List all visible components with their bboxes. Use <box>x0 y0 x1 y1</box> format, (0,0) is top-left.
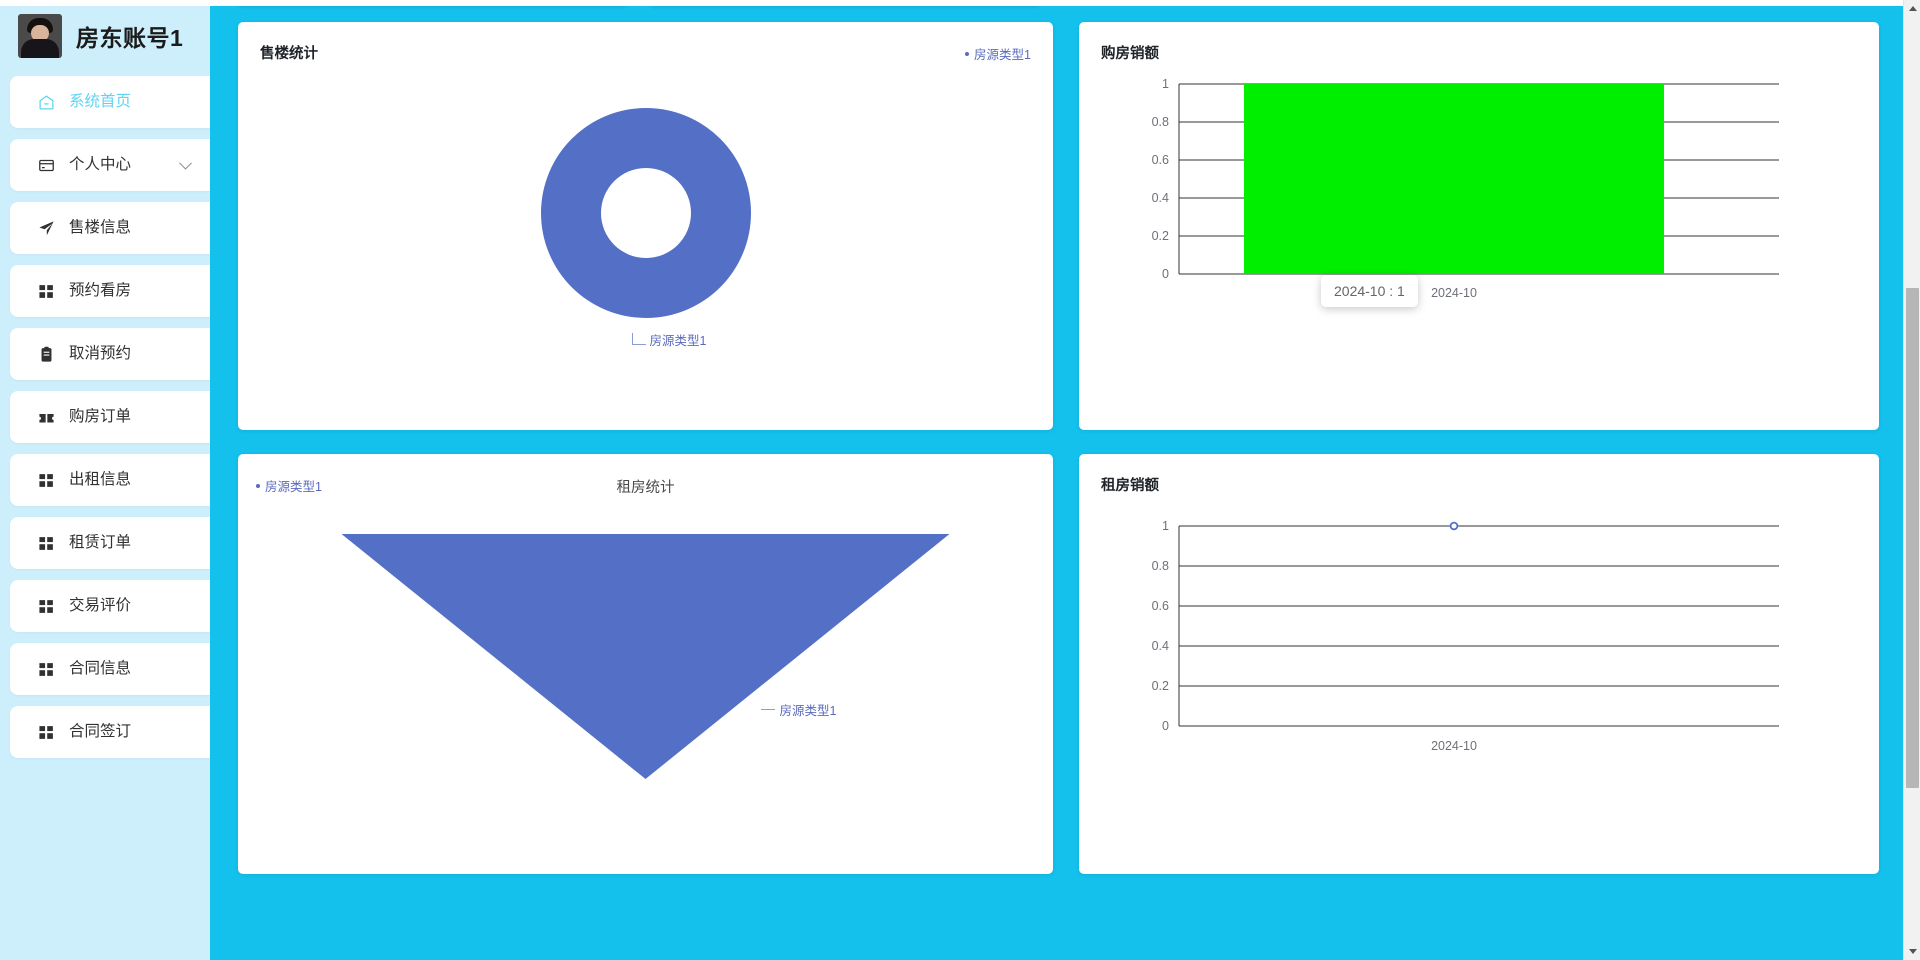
donut-chart[interactable]: 房源类型1 <box>238 108 1053 408</box>
sidebar-item-contract-sign[interactable]: 合同签订 <box>10 706 210 758</box>
legend-label: 房源类型1 <box>265 480 322 494</box>
sidebar: 房东账号1 系统首页 个人中心 售楼信息 <box>0 0 210 960</box>
send-icon <box>39 220 54 235</box>
x-tick-label: 2024-10 <box>1431 286 1477 300</box>
leader-line-icon <box>760 709 775 710</box>
sidebar-item-contract-info[interactable]: 合同信息 <box>10 643 210 695</box>
brand-name: 房东账号1 <box>76 25 184 51</box>
panel-title: 租房统计 <box>616 480 675 496</box>
sidebar-item-appointment-view[interactable]: 预约看房 <box>10 265 210 317</box>
funnel-slice-label: 房源类型1 <box>760 700 837 719</box>
y-tick-08: 0.8 <box>1152 559 1169 573</box>
y-tick-04: 0.4 <box>1152 191 1169 205</box>
funnel-slice[interactable] <box>341 534 950 779</box>
legend-marker-icon <box>965 51 970 56</box>
sidebar-item-label: 交易评价 <box>69 597 132 615</box>
x-tick-label: 2024-10 <box>1431 739 1477 753</box>
legend-label: 房源类型1 <box>974 48 1031 62</box>
y-tick-02: 0.2 <box>1152 229 1169 243</box>
home-icon <box>39 94 54 110</box>
donut-slice[interactable] <box>540 108 751 318</box>
sidebar-item-cancel-appointment[interactable]: 取消预约 <box>10 328 210 380</box>
sidebar-item-label: 预约看房 <box>69 282 132 300</box>
sidebar-item-label: 系统首页 <box>69 93 132 111</box>
panel-rent-sales-amount: 租房销额 1 <box>1079 454 1879 874</box>
card-icon <box>39 159 54 171</box>
funnel-legend[interactable]: 房源类型1 <box>256 476 322 495</box>
panel-title: 购房销额 <box>1101 46 1159 62</box>
panel-title: 售楼统计 <box>260 46 318 62</box>
clipboard-icon <box>41 346 52 362</box>
sidebar-item-transaction-review[interactable]: 交易评价 <box>10 580 210 632</box>
sidebar-item-purchase-order[interactable]: 购房订单 <box>10 391 210 443</box>
panel-rent-statistics: 租房统计 房源类型1 房源类型1 <box>238 454 1053 874</box>
page-scrollbar[interactable] <box>1903 0 1920 960</box>
panel-purchase-sales-amount: 购房销额 <box>1079 22 1879 430</box>
y-tick-0: 0 <box>1162 719 1169 733</box>
sidebar-item-label: 合同签订 <box>69 723 132 741</box>
y-tick-0: 0 <box>1162 267 1169 281</box>
sidebar-item-label: 租赁订单 <box>69 534 132 552</box>
sidebar-item-label: 售楼信息 <box>69 219 132 237</box>
leader-line-icon <box>631 333 646 345</box>
sidebar-item-label: 购房订单 <box>69 408 132 426</box>
chevron-down-icon <box>179 156 192 170</box>
funnel-chart[interactable]: 房源类型1 <box>238 534 1053 804</box>
line-point-2024-10 <box>1449 521 1459 531</box>
line-chart[interactable]: 1 0.8 0.6 0.4 0.2 0 2024-10 <box>1079 454 1879 874</box>
sidebar-item-sales-info[interactable]: 售楼信息 <box>10 202 210 254</box>
sidebar-item-home[interactable]: 系统首页 <box>10 76 210 128</box>
sidebar-item-label: 个人中心 <box>69 156 132 174</box>
grid-icon <box>39 599 53 613</box>
y-tick-02: 0.2 <box>1152 679 1169 693</box>
scrollbar-thumb[interactable] <box>1906 288 1919 788</box>
grid-icon <box>39 536 53 550</box>
sidebar-item-label: 合同信息 <box>69 660 132 678</box>
y-tick-1: 1 <box>1162 519 1169 533</box>
charts-grid: 售楼统计 房源类型1 房源类型1 购房销额 <box>238 22 1890 874</box>
slice-label-text: 房源类型1 <box>779 704 837 718</box>
bar-tooltip: 2024-10 : 1 <box>1321 275 1418 307</box>
page-top-edge <box>0 0 1920 6</box>
y-tick-1: 1 <box>1162 77 1169 91</box>
sidebar-item-label: 出租信息 <box>69 471 132 489</box>
panel-sales-statistics: 售楼统计 房源类型1 房源类型1 <box>238 22 1053 430</box>
avatar <box>18 14 62 58</box>
y-tick-08: 0.8 <box>1152 115 1169 129</box>
pie-legend[interactable]: 房源类型1 <box>965 44 1031 63</box>
bar-chart-svg: 1 0.8 0.6 0.4 0.2 0 2024-10 <box>1152 77 1779 300</box>
sidebar-item-label: 取消预约 <box>69 345 132 363</box>
scroll-down-arrow-icon[interactable] <box>1904 943 1920 960</box>
grid-icon <box>39 473 53 487</box>
main-content: 1 出租信息总数 1 租赁订单总数 <box>210 0 1920 960</box>
sidebar-item-personal-center[interactable]: 个人中心 <box>10 139 210 191</box>
grid-icon <box>39 284 53 298</box>
grid-icon <box>39 662 53 676</box>
slice-label-text: 房源类型1 <box>649 334 707 348</box>
legend-marker-icon <box>256 483 260 488</box>
sidebar-item-lease-order[interactable]: 租赁订单 <box>10 517 210 569</box>
sidebar-item-rental-info[interactable]: 出租信息 <box>10 454 210 506</box>
ticket-icon <box>39 413 54 422</box>
bar-chart[interactable]: 1 0.8 0.6 0.4 0.2 0 2024-10 <box>1079 22 1879 430</box>
line-chart-svg: 1 0.8 0.6 0.4 0.2 0 2024-10 <box>1152 519 1779 753</box>
bar-2024-10 <box>1244 84 1664 274</box>
scroll-up-arrow-icon[interactable] <box>1904 0 1920 17</box>
donut-slice-label: 房源类型1 <box>631 330 707 349</box>
y-tick-06: 0.6 <box>1152 599 1169 613</box>
sidebar-brand: 房东账号1 <box>0 0 210 76</box>
grid-icon <box>39 725 53 739</box>
y-tick-04: 0.4 <box>1152 639 1169 653</box>
sidebar-menu: 系统首页 个人中心 售楼信息 预约看房 <box>0 76 210 758</box>
panel-title: 租房销额 <box>1101 478 1159 494</box>
y-tick-06: 0.6 <box>1152 153 1169 167</box>
